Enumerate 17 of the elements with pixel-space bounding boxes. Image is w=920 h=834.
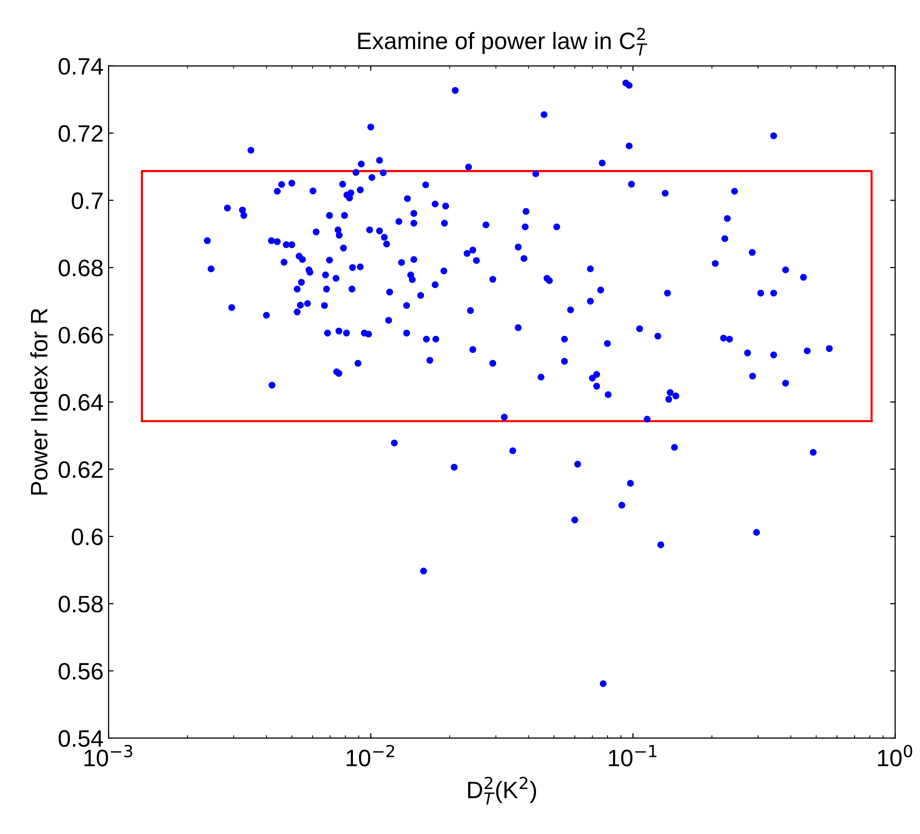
y-tick-label: 0.7 — [72, 192, 103, 210]
y-tick-label: 0.6 — [72, 528, 103, 546]
x-tick-label: 10$^{−1}$ — [608, 745, 656, 766]
x-tick-label: 10$^{0}$ — [878, 744, 912, 766]
y-tick-label: 0.58 — [58, 596, 103, 612]
x-axis-title: D$^{2}$$_{T}$(K$^{2}$) — [468, 776, 536, 805]
y-axis-title: Power Index for R — [30, 308, 48, 495]
chart-title: Examine of power law in C$^{2}$$_{T}$ — [358, 28, 648, 56]
y-tick-label: 0.54 — [58, 730, 104, 747]
y-tick-label: 0.62 — [58, 461, 103, 478]
y-tick-label: 0.64 — [58, 394, 104, 411]
x-tick-label: 10$^{−2}$ — [346, 744, 394, 766]
y-tick-label: 0.66 — [58, 326, 103, 344]
y-tick-label: 0.56 — [58, 662, 103, 680]
y-tick-label: 0.68 — [58, 260, 103, 276]
y-tick-label: 0.72 — [58, 125, 103, 142]
y-tick-label: 0.74 — [58, 58, 104, 75]
